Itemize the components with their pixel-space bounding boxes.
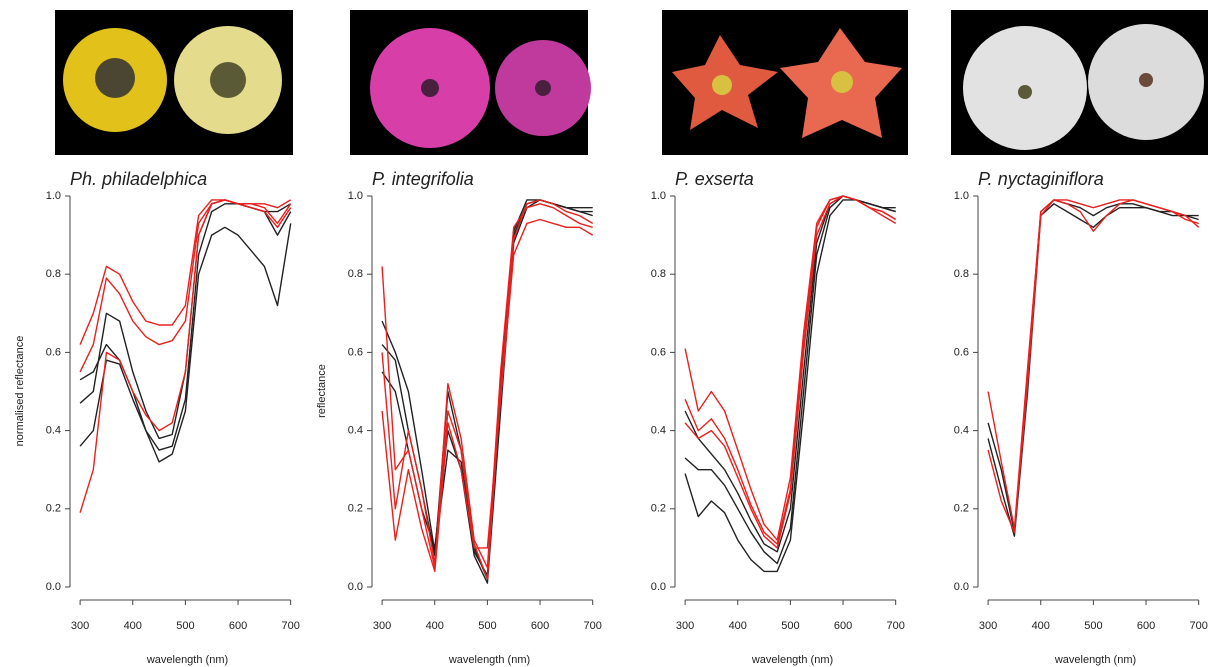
flower-center	[1018, 85, 1032, 99]
series-line	[381, 199, 593, 576]
y-tick-label: 1.0	[46, 190, 61, 202]
series-line	[987, 199, 1200, 533]
y-tick-label: 0.6	[348, 346, 363, 358]
x-tick-label: 500	[1084, 620, 1102, 632]
y-tick-label: 0.2	[46, 503, 61, 515]
y-tick-label: 0.4	[348, 425, 363, 437]
y-tick-label: 0.8	[348, 268, 363, 280]
x-tick-label: 500	[478, 620, 496, 632]
y-axis-label: normalised reflectance	[14, 336, 26, 447]
series-line	[381, 199, 593, 580]
x-tick-label: 700	[584, 620, 602, 632]
flower-center	[210, 62, 246, 98]
y-tick-label: 1.0	[954, 190, 969, 202]
y-tick-label: 1.0	[651, 190, 666, 202]
flower-center	[535, 80, 551, 96]
series-line	[684, 195, 897, 549]
y-tick-label: 1.0	[348, 190, 363, 202]
x-tick-label: 600	[531, 620, 549, 632]
y-tick-label: 0.8	[651, 268, 666, 280]
series-line	[79, 199, 292, 345]
series-line	[79, 223, 292, 463]
chart-title: Ph. philadelphica	[70, 169, 207, 189]
series-line	[381, 218, 594, 573]
x-tick-label: 600	[834, 620, 852, 632]
y-tick-label: 0.0	[46, 581, 61, 593]
x-tick-label: 700	[282, 620, 300, 632]
y-tick-label: 0.2	[954, 503, 969, 515]
y-tick-label: 0.2	[651, 503, 666, 515]
flower-center	[1139, 73, 1153, 87]
x-tick-label: 300	[373, 620, 391, 632]
y-axis-label: reflectance	[316, 364, 328, 418]
x-tick-label: 500	[781, 620, 799, 632]
x-tick-label: 500	[176, 620, 194, 632]
y-tick-label: 0.4	[46, 425, 61, 437]
y-tick-label: 0.0	[348, 581, 363, 593]
y-tick-label: 0.0	[954, 581, 969, 593]
x-tick-label: 400	[729, 620, 747, 632]
series-line	[79, 199, 292, 513]
x-tick-label: 300	[71, 620, 89, 632]
x-tick-label: 700	[1190, 620, 1208, 632]
y-tick-label: 0.6	[46, 346, 61, 358]
chart-title: P. integrifolia	[372, 169, 474, 189]
x-axis-label: wavelength (nm)	[146, 654, 228, 666]
chart-title: P. exserta	[675, 169, 754, 189]
flower-center	[831, 71, 853, 93]
series-line	[381, 203, 593, 569]
series-line	[381, 199, 594, 580]
y-tick-label: 0.6	[651, 346, 666, 358]
x-tick-label: 300	[676, 620, 694, 632]
y-tick-label: 0.8	[954, 268, 969, 280]
y-tick-label: 0.2	[348, 503, 363, 515]
x-tick-label: 600	[1137, 620, 1155, 632]
photos	[55, 10, 1208, 155]
x-axis-label: wavelength (nm)	[751, 654, 833, 666]
y-tick-label: 0.8	[46, 268, 61, 280]
x-tick-label: 700	[887, 620, 905, 632]
x-tick-label: 400	[426, 620, 444, 632]
series-line	[684, 199, 896, 573]
y-tick-label: 0.6	[954, 346, 969, 358]
chart-title: P. nyctaginiflora	[978, 169, 1104, 189]
x-axis-label: wavelength (nm)	[1054, 654, 1136, 666]
y-tick-label: 0.4	[954, 425, 969, 437]
flower-center	[712, 75, 732, 95]
x-tick-label: 600	[229, 620, 247, 632]
flower-center	[421, 79, 439, 97]
y-tick-label: 0.4	[651, 425, 666, 437]
x-tick-label: 400	[124, 620, 142, 632]
x-tick-label: 400	[1032, 620, 1050, 632]
flower-center	[95, 58, 135, 98]
series-line	[684, 195, 896, 553]
x-axis-label: wavelength (nm)	[448, 654, 530, 666]
series-line	[987, 203, 1199, 537]
series-line	[79, 199, 292, 373]
x-tick-label: 300	[979, 620, 997, 632]
series-line	[381, 199, 593, 584]
y-tick-label: 0.0	[651, 581, 666, 593]
